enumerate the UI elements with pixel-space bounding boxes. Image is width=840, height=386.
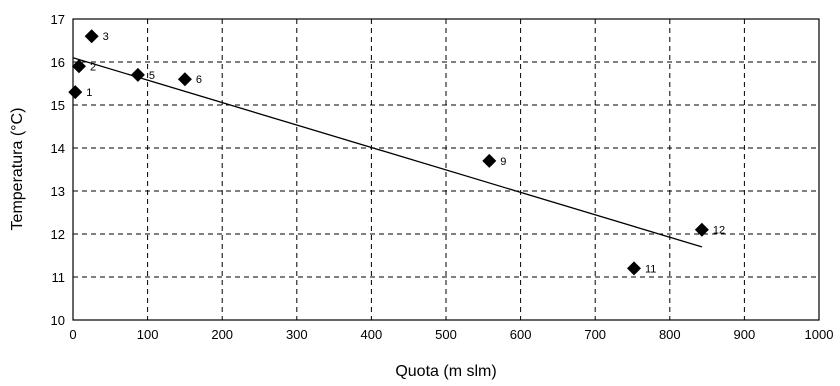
y-tick-label: 15	[51, 98, 65, 113]
data-point-label: 5	[149, 70, 155, 82]
y-tick-label: 16	[51, 55, 65, 70]
data-point-marker	[177, 72, 192, 87]
x-tick-label: 300	[286, 327, 308, 342]
x-tick-label: 600	[510, 327, 532, 342]
data-point-label: 6	[196, 74, 202, 86]
data-point-label: 1	[86, 87, 92, 99]
trend-line	[72, 57, 703, 248]
y-tick-label: 17	[51, 12, 65, 27]
data-point-marker	[68, 85, 83, 100]
x-tick-label: 800	[659, 327, 681, 342]
x-tick-label: 900	[734, 327, 756, 342]
data-point-marker	[84, 29, 99, 44]
x-tick-label: 500	[435, 327, 457, 342]
x-tick-label: 100	[137, 327, 159, 342]
grid-lines	[73, 19, 819, 320]
x-tick-label: 0	[69, 327, 76, 342]
x-tick-label: 700	[584, 327, 606, 342]
data-point-label: 11	[645, 263, 656, 275]
data-point-label: 3	[103, 31, 109, 43]
x-tick-label: 400	[361, 327, 383, 342]
x-tick-label: 200	[211, 327, 233, 342]
data-point-label: 12	[713, 225, 725, 237]
y-tick-label: 12	[51, 227, 65, 242]
y-tick-label: 13	[51, 184, 65, 199]
y-tick-labels: 10 11 12 13 14 15 16 17	[51, 12, 65, 328]
data-point-label: 9	[500, 156, 506, 168]
data-point-marker	[694, 222, 709, 237]
data-point-marker	[130, 67, 145, 82]
y-tick-label: 14	[51, 141, 65, 156]
data-point-marker	[71, 59, 86, 74]
data-point-marker	[626, 261, 641, 276]
y-tick-label: 10	[51, 313, 65, 328]
x-tick-label: 1000	[805, 327, 834, 342]
y-tick-label: 11	[52, 270, 66, 285]
data-point-marker	[482, 153, 497, 168]
y-axis-label: Temperatura (°C)	[9, 108, 26, 231]
plot-frame	[72, 18, 820, 321]
x-tick-labels: 0 100 200 300 400 500 600 700 800 900 1000	[69, 327, 833, 342]
x-axis-label: Quota (m slm)	[395, 363, 496, 380]
data-point-label: 2	[90, 61, 96, 73]
